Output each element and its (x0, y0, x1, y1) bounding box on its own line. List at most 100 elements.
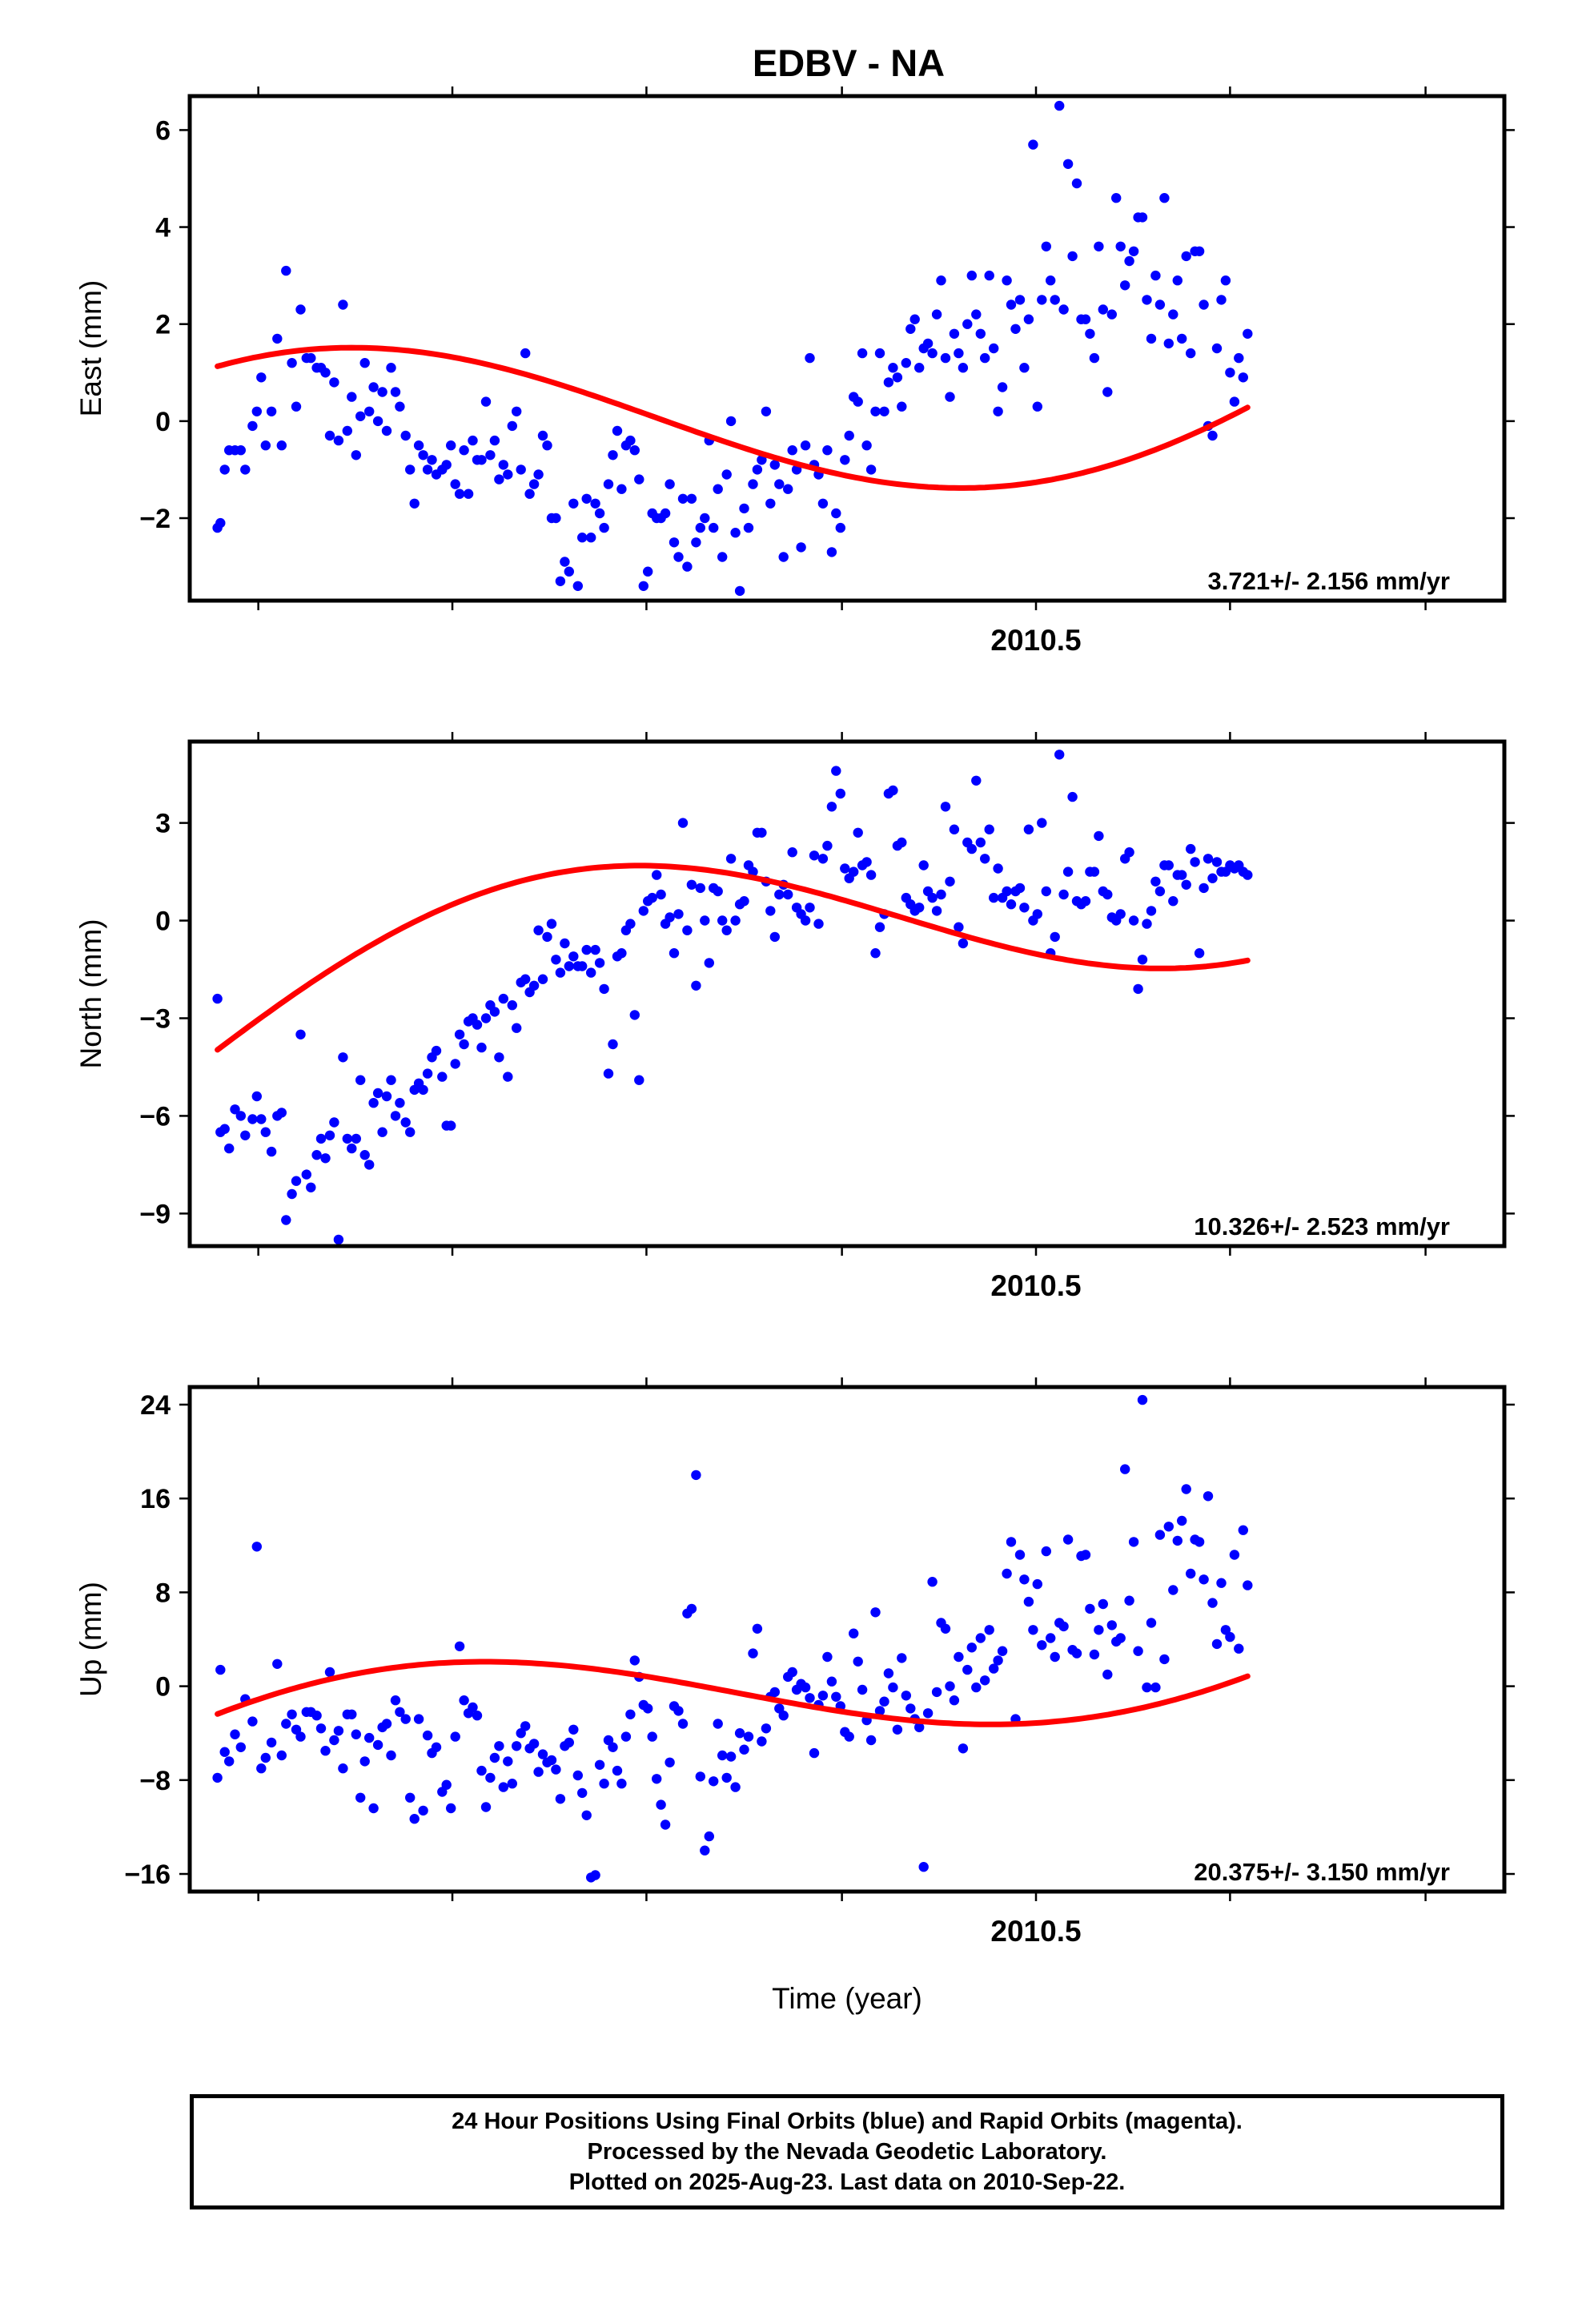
data-point (1181, 879, 1191, 891)
data-point (844, 430, 854, 441)
data-point (1037, 295, 1047, 305)
data-point (1177, 870, 1187, 880)
data-point (1154, 886, 1166, 897)
data-point (372, 416, 383, 427)
data-point (739, 1744, 749, 1755)
y-tick-label: 6 (155, 115, 171, 146)
data-point (901, 1691, 912, 1701)
data-point (822, 840, 833, 851)
y-tick-label: 24 (140, 1390, 171, 1421)
data-point (1062, 159, 1074, 169)
data-point (980, 352, 990, 364)
data-point (914, 363, 925, 373)
data-point (577, 533, 588, 543)
data-point (260, 1127, 271, 1137)
data-point (879, 1696, 889, 1707)
footer-line-plotted: Plotted on 2025-Aug-23. Last data on 201… (568, 2169, 1126, 2195)
data-point (247, 420, 258, 432)
data-point (669, 948, 680, 959)
data-point (1006, 1537, 1017, 1547)
data-point (1146, 906, 1157, 916)
data-point (1058, 889, 1069, 900)
data-point (409, 1814, 420, 1824)
data-point (489, 435, 500, 446)
data-point (817, 498, 829, 509)
data-point (1133, 1646, 1143, 1656)
data-point (1019, 1574, 1030, 1585)
data-point (315, 1723, 327, 1734)
data-point (520, 1721, 531, 1731)
east-fit-line (215, 344, 1251, 491)
data-point (235, 1742, 246, 1752)
data-point (381, 1719, 392, 1729)
data-point (560, 557, 570, 567)
data-point (691, 537, 701, 548)
data-point (989, 343, 999, 354)
data-point (1002, 886, 1012, 897)
data-point (372, 1088, 383, 1099)
data-point (888, 1682, 898, 1693)
data-point (215, 517, 226, 529)
data-point (1137, 1394, 1148, 1405)
data-point (568, 951, 579, 962)
data-point (677, 493, 689, 504)
data-point (324, 1130, 335, 1141)
data-point (966, 1642, 978, 1653)
data-point (1098, 304, 1109, 315)
north-fit-line (215, 862, 1251, 1053)
data-point (888, 785, 898, 796)
data-point (608, 450, 618, 460)
data-point (586, 533, 596, 543)
data-point (503, 469, 513, 480)
data-point (581, 493, 592, 504)
data-point (551, 1764, 561, 1775)
data-point (989, 892, 999, 903)
data-point (936, 275, 946, 286)
data-point (897, 401, 907, 412)
data-point (669, 537, 680, 548)
data-point (677, 1719, 689, 1729)
data-point (962, 1664, 973, 1675)
data-point (865, 464, 877, 475)
data-point (1199, 1574, 1209, 1585)
data-point (1054, 750, 1065, 760)
data-point (865, 870, 877, 880)
data-point (949, 824, 960, 834)
data-point (1014, 883, 1026, 894)
data-point (476, 455, 487, 465)
data-point (324, 430, 335, 441)
data-point (240, 1130, 251, 1141)
data-point (400, 430, 411, 441)
data-point (281, 1215, 291, 1225)
data-point (1154, 1530, 1166, 1540)
data-point (494, 474, 504, 485)
data-point (287, 1188, 297, 1200)
data-point (879, 406, 889, 416)
data-point (533, 469, 544, 480)
data-point (450, 1731, 460, 1742)
data-point (1050, 295, 1060, 305)
data-point (450, 479, 460, 489)
data-point (1080, 896, 1091, 907)
data-point (215, 1664, 226, 1675)
data-point (922, 1708, 934, 1719)
data-point (616, 1779, 627, 1789)
data-point (922, 338, 934, 349)
data-point (441, 1779, 452, 1790)
data-point (480, 1013, 492, 1023)
data-point (413, 1714, 424, 1724)
data-point (1181, 251, 1191, 262)
north-frame (187, 739, 1507, 1248)
data-point (390, 1695, 401, 1706)
data-point (320, 1153, 331, 1164)
data-point (966, 843, 978, 854)
data-point (704, 958, 714, 968)
data-point (909, 314, 920, 324)
data-point (769, 1687, 780, 1698)
data-point (993, 406, 1003, 416)
data-point (743, 522, 754, 533)
data-point (476, 1042, 487, 1053)
data-point (1085, 1603, 1095, 1614)
data-point (405, 1792, 416, 1803)
data-point (870, 948, 881, 959)
